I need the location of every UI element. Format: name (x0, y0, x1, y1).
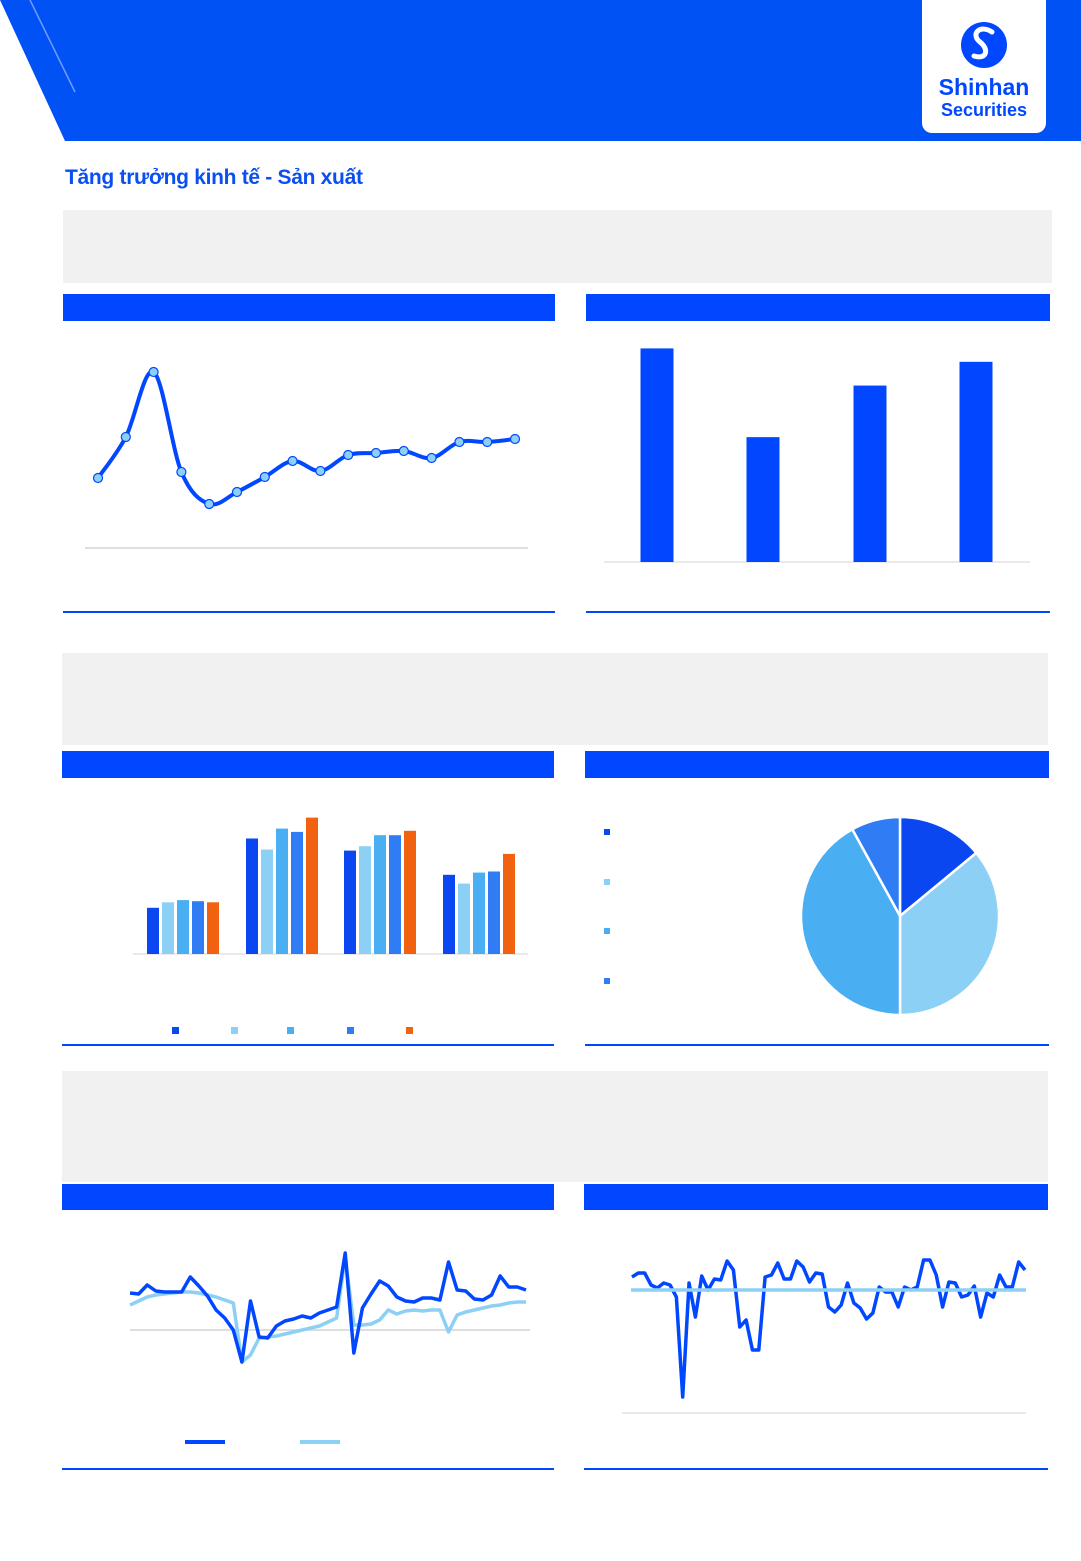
header-background (0, 0, 1081, 141)
chart-footer-rule-3 (62, 1044, 554, 1046)
chart4-slice-1 (898, 851, 1001, 1017)
chart3-bar-s4-g3 (503, 853, 515, 954)
chart4-legend-swatch-3 (604, 978, 610, 984)
shinhan-logo-icon (961, 22, 1007, 68)
chart-footer-rule-6 (584, 1468, 1048, 1470)
chart1-point-4 (204, 498, 215, 510)
chart3-bar-s2-g1 (276, 828, 288, 954)
chart4-slice-3 (850, 815, 902, 917)
brand-logo: Shinhan Securities (922, 0, 1046, 133)
chart3-bar-s1-g0 (162, 902, 174, 954)
chart3-legend-swatch-0 (172, 1027, 179, 1034)
chart1-point-15 (509, 433, 521, 445)
chart4-legend-swatch-2 (604, 928, 610, 934)
chart-header-2 (586, 294, 1050, 321)
chart-footer-rule-1 (63, 611, 555, 613)
chart-header-5 (62, 1184, 554, 1210)
chart4-legend-swatch-1 (604, 879, 610, 885)
chart1-point-12 (426, 452, 437, 464)
chart1-point-13 (454, 436, 465, 448)
brand-line2: Securities (940, 100, 1028, 120)
chart3-legend-swatch-4 (406, 1027, 413, 1034)
chart1-point-1 (120, 431, 131, 443)
chart3-bar-s1-g2 (359, 846, 371, 954)
chart3-bar-s0-g2 (344, 850, 356, 954)
commentary-box-1 (63, 210, 1052, 283)
chart1-point-11 (398, 445, 409, 457)
chart5-series-line-1 (129, 1255, 526, 1364)
chart3-bar-s2-g3 (473, 872, 485, 954)
chart-footer-rule-4 (585, 1044, 1049, 1046)
chart3-bar-s4-g2 (404, 830, 416, 954)
chart3-bar-s3-g2 (389, 835, 401, 954)
chart3-bar-s3-g3 (488, 871, 500, 954)
header-banner (0, 0, 1081, 141)
chart2-bar-0 (640, 348, 674, 562)
chart-header-6 (584, 1184, 1048, 1210)
chart1-point-6 (259, 471, 270, 483)
header-accent-line (29, 0, 76, 93)
chart3-bar-s0-g3 (443, 874, 455, 954)
chart3-bar-s1-g1 (261, 849, 273, 954)
commentary-box-3 (62, 1071, 1048, 1182)
chart6-series-line-0 (631, 1258, 1027, 1399)
chart3-bar-s3-g0 (192, 901, 204, 954)
chart1-series-line (96, 369, 516, 507)
chart3-legend-swatch-2 (287, 1027, 294, 1034)
chart2-bar-2 (853, 385, 887, 562)
chart1-point-2 (148, 366, 159, 378)
chart1-point-5 (231, 486, 243, 498)
chart3-bar-s0-g1 (246, 838, 258, 954)
chart2-bar-3 (959, 361, 993, 562)
chart1-point-9 (343, 449, 354, 461)
chart3-bar-s4-g0 (207, 902, 219, 954)
chart3-bar-s4-g1 (306, 817, 318, 954)
chart1-point-7 (287, 455, 298, 467)
chart1-point-0 (92, 472, 104, 484)
commentary-box-2 (62, 653, 1048, 745)
chart2-bar-1 (746, 437, 780, 562)
chart3-bar-s3-g1 (291, 831, 303, 954)
chart5-series-line-0 (129, 1251, 527, 1364)
chart-header-3 (62, 751, 554, 778)
chart3-legend-swatch-1 (231, 1027, 238, 1034)
chart4-legend-swatch-0 (604, 829, 610, 835)
chart3-bar-s1-g3 (458, 883, 470, 954)
brand-line1: Shinhan (938, 74, 1030, 100)
page-title: Tăng trưởng kinh tế - Sản xuất (65, 166, 363, 189)
chart-header-1 (63, 294, 555, 321)
chart4-slice-0 (898, 815, 979, 919)
chart4-slice-2 (799, 827, 902, 1017)
chart-header-4 (585, 751, 1049, 778)
chart1-point-10 (370, 447, 382, 459)
chart3-bar-s0-g0 (147, 907, 159, 954)
chart3-bar-s2-g0 (177, 900, 189, 954)
chart3-bar-s2-g2 (374, 835, 386, 954)
chart3-legend-swatch-3 (347, 1027, 354, 1034)
chart-footer-rule-5 (62, 1468, 554, 1470)
chart1-point-8 (315, 465, 326, 477)
chart-footer-rule-2 (586, 611, 1050, 613)
chart1-point-3 (176, 466, 187, 478)
chart1-point-14 (482, 436, 493, 448)
